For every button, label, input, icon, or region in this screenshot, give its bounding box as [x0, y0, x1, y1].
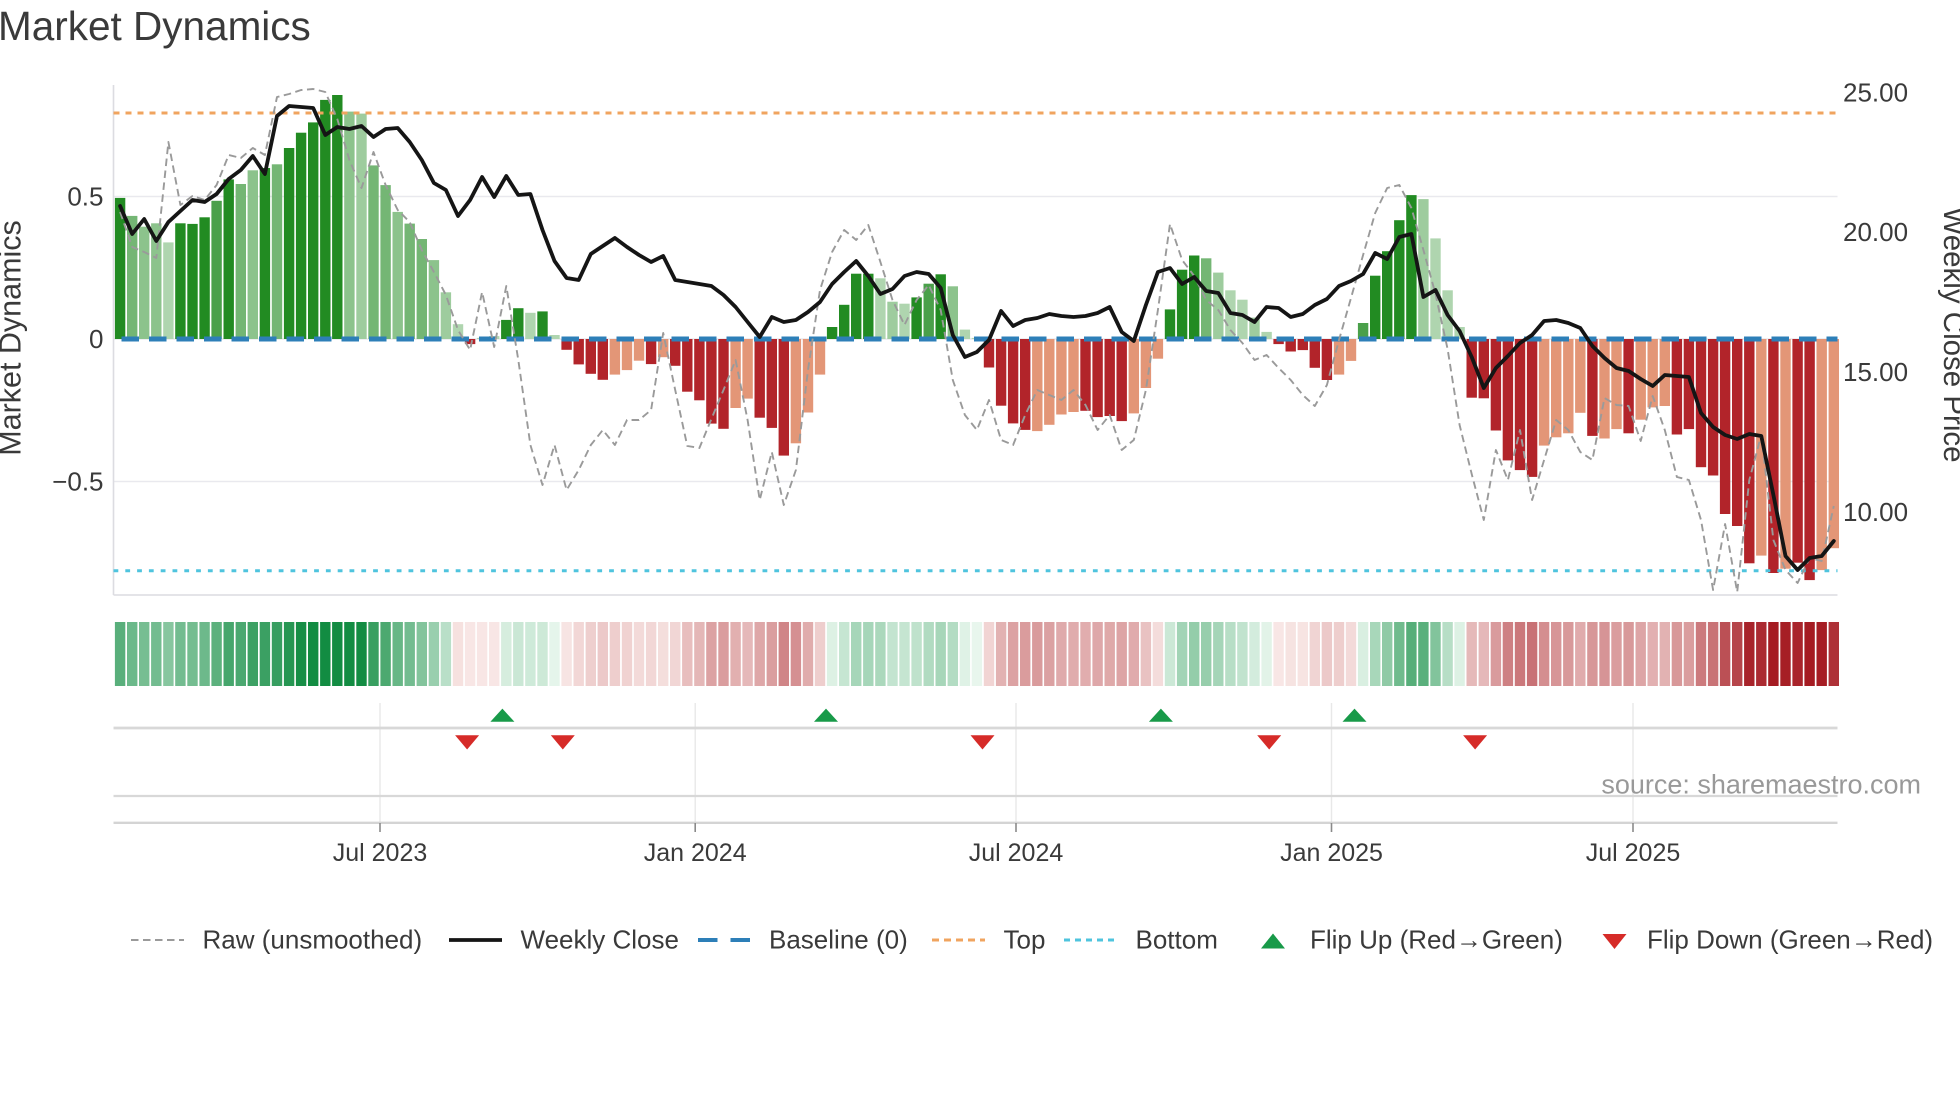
svg-text:Jul 2025: Jul 2025	[1586, 839, 1681, 867]
svg-text:Bottom: Bottom	[1136, 925, 1218, 955]
svg-text:20.00: 20.00	[1843, 217, 1908, 247]
svg-text:Jan 2024: Jan 2024	[644, 839, 747, 867]
svg-text:Top: Top	[1004, 925, 1046, 955]
svg-text:Market Dynamics: Market Dynamics	[0, 220, 28, 456]
svg-text:0.5: 0.5	[67, 182, 103, 212]
svg-text:Raw (unsmoothed): Raw (unsmoothed)	[203, 925, 423, 955]
svg-text:Jan 2025: Jan 2025	[1280, 839, 1383, 867]
svg-text:Flip Up (Red→Green): Flip Up (Red→Green)	[1310, 925, 1563, 955]
svg-text:source: sharemaestro.com: source: sharemaestro.com	[1601, 770, 1921, 800]
svg-text:10.00: 10.00	[1843, 497, 1908, 527]
svg-text:15.00: 15.00	[1843, 357, 1908, 387]
svg-text:0: 0	[89, 324, 103, 354]
svg-text:−0.5: −0.5	[52, 467, 103, 497]
svg-text:Weekly Close: Weekly Close	[521, 925, 679, 955]
svg-text:Flip Down (Green→Red): Flip Down (Green→Red)	[1647, 925, 1933, 955]
svg-text:Jul 2024: Jul 2024	[969, 839, 1064, 867]
svg-text:Baseline (0): Baseline (0)	[769, 925, 908, 955]
svg-text:Jul 2023: Jul 2023	[333, 839, 428, 867]
svg-text:Market Dynamics: Market Dynamics	[0, 3, 311, 49]
svg-text:25.00: 25.00	[1843, 77, 1908, 107]
svg-text:Weekly Close Price: Weekly Close Price	[1937, 207, 1960, 462]
